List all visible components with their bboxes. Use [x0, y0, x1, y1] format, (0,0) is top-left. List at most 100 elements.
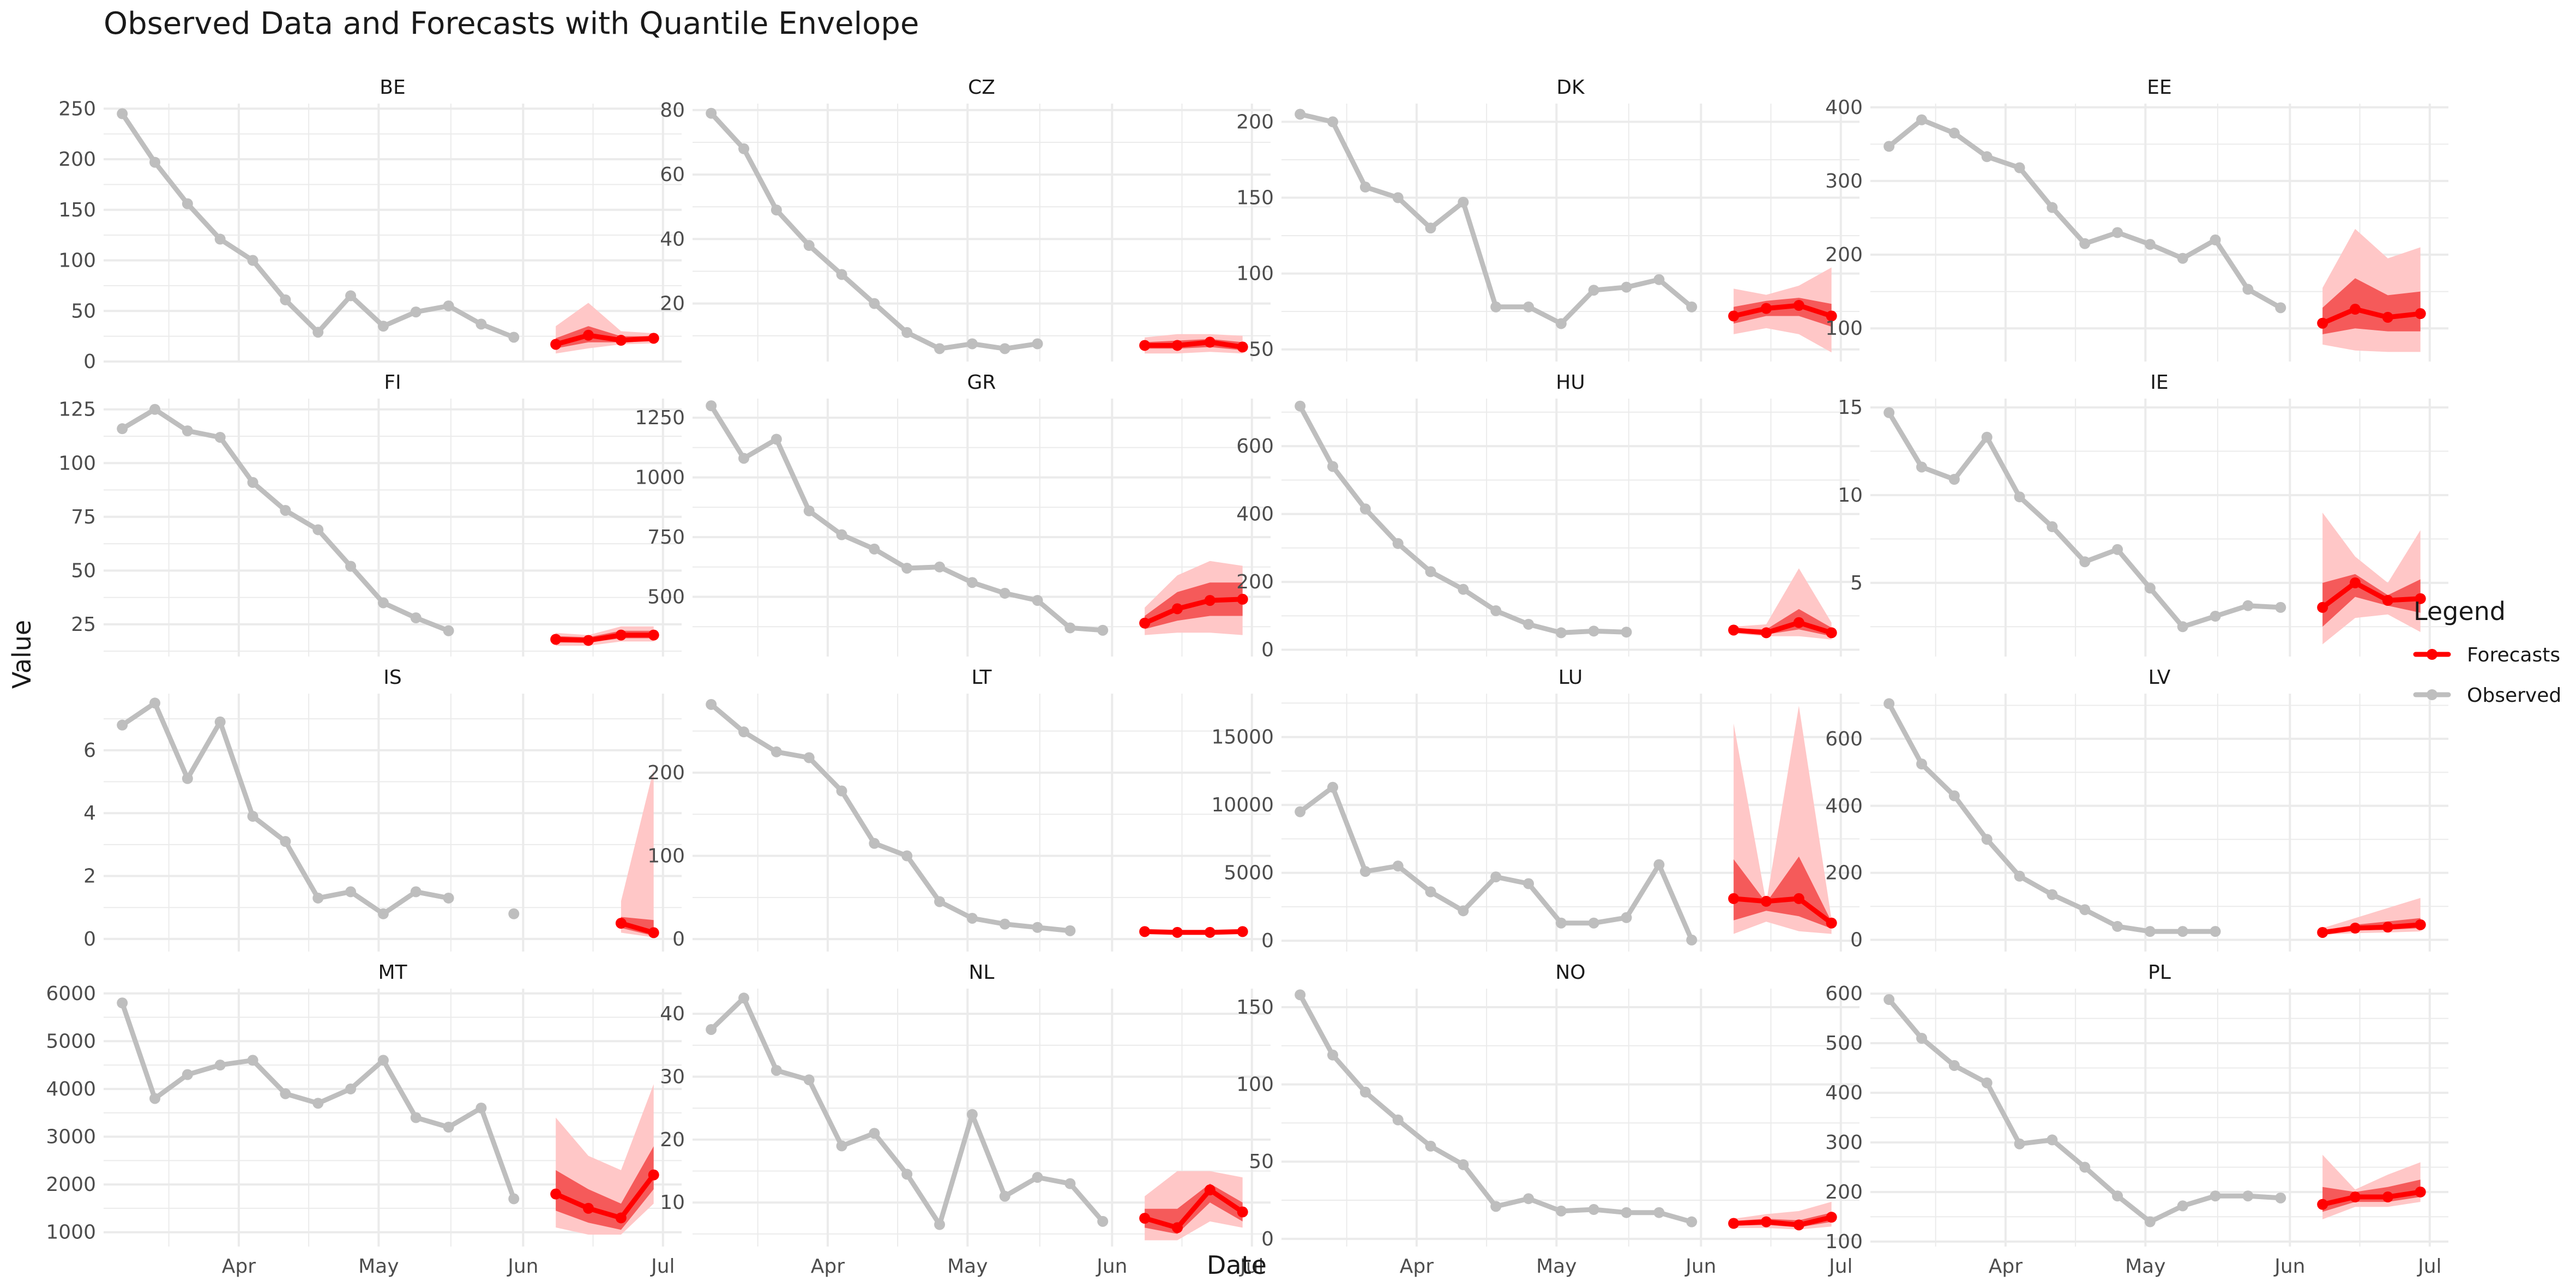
y-tick-label: 100	[1236, 263, 1274, 285]
observed-point	[1588, 917, 1599, 929]
y-tick-label: 5000	[46, 1030, 96, 1052]
forecast-point	[1793, 893, 1804, 904]
observed-point	[1948, 1060, 1960, 1071]
y-tick-label: 75	[71, 506, 96, 528]
facet-panels: BE050100150200250CZ20406080DK50100150200…	[46, 76, 2448, 1278]
observed-point	[443, 892, 454, 904]
observed-point	[345, 1083, 357, 1094]
y-tick-label: 150	[1236, 187, 1274, 209]
y-tick-label: 0	[1850, 929, 1863, 952]
observed-point	[312, 1098, 324, 1109]
observed-point	[1555, 318, 1567, 329]
forecast-point	[1728, 1218, 1740, 1229]
y-tick-label: 150	[1236, 996, 1274, 1019]
observed-point	[117, 423, 128, 435]
observed-point	[1458, 1159, 1469, 1170]
y-tick-label: 125	[58, 399, 96, 421]
forecast-inner-quantile-band	[1734, 298, 1832, 327]
observed-point	[1425, 1140, 1436, 1152]
forecast-point	[2415, 308, 2426, 320]
forecast-point	[2350, 1191, 2361, 1203]
observed-point	[1295, 989, 1306, 1001]
y-tick-label: 200	[1236, 111, 1274, 133]
observed-point	[1621, 1207, 1632, 1218]
y-tick-label: 600	[1825, 728, 1863, 750]
x-tick-label: Apr	[1989, 1255, 2023, 1278]
observed-point	[738, 992, 750, 1004]
observed-point	[2177, 1200, 2188, 1212]
observed-point	[869, 298, 880, 309]
observed-point	[771, 1064, 782, 1076]
observed-point	[1883, 407, 1895, 418]
y-tick-label: 0	[1261, 930, 1274, 952]
x-tick-label: Jul	[650, 1255, 675, 1278]
y-tick-label: 200	[58, 148, 96, 171]
observed-point	[377, 1055, 389, 1066]
observed-point	[2047, 1134, 2058, 1146]
observed-point	[869, 543, 880, 555]
y-tick-label: 200	[1825, 244, 1863, 266]
forecast-point	[615, 918, 627, 929]
observed-point	[1621, 627, 1632, 638]
forecast-point	[1204, 1184, 1215, 1196]
y-tick-label: 100	[647, 845, 685, 868]
observed-point	[1295, 109, 1306, 120]
y-tick-label: 4	[83, 802, 96, 824]
observed-point	[1588, 625, 1599, 637]
observed-point	[1392, 192, 1404, 203]
forecast-point	[1139, 617, 1151, 629]
y-tick-label: 200	[1236, 571, 1274, 593]
observed-point	[2210, 610, 2221, 622]
y-tick-label: 10	[1838, 484, 1863, 507]
observed-point	[214, 1060, 226, 1071]
observed-point	[377, 908, 389, 919]
forecast-point	[648, 927, 659, 938]
observed-point	[2014, 491, 2025, 503]
forecast-inner-quantile-band	[2322, 278, 2421, 334]
observed-point	[182, 425, 193, 437]
panel-strip-label: FI	[384, 371, 401, 394]
observed-line	[1297, 112, 1694, 326]
y-tick-label: 20	[660, 293, 685, 315]
observed-point	[1064, 622, 1076, 634]
observed-point	[1458, 196, 1469, 208]
forecast-line	[553, 333, 657, 347]
observed-point	[508, 908, 520, 919]
forecast-line	[553, 633, 657, 643]
panel-EE: EE 100 200 300 400	[1825, 76, 2448, 362]
observed-point	[247, 477, 258, 488]
observed-line	[119, 111, 516, 340]
panel-FI: FI 25 50 75 100 125	[58, 371, 682, 657]
panel-strip-label: MT	[378, 961, 407, 984]
observed-line	[708, 111, 1040, 351]
observed-point	[2242, 600, 2254, 611]
observed-point	[508, 332, 520, 343]
observed-point	[2177, 252, 2188, 264]
observed-point	[1555, 1205, 1567, 1217]
y-tick-label: 15	[1838, 396, 1863, 419]
observed-point	[1686, 301, 1698, 312]
observed-point	[1490, 301, 1502, 312]
forecast-line	[1142, 1187, 1245, 1230]
y-tick-label: 100	[58, 452, 96, 474]
forecast-point	[615, 629, 627, 641]
y-tick-label: 15000	[1211, 726, 1274, 749]
observed-line	[1886, 997, 2283, 1224]
observed-point	[1523, 1193, 1534, 1205]
observed-point	[966, 1109, 978, 1120]
y-tick-label: 1000	[46, 1221, 96, 1244]
forecast-point	[550, 1188, 562, 1200]
observed-point	[2079, 904, 2091, 916]
y-tick-label: 50	[1249, 1151, 1274, 1173]
y-tick-label: 50	[71, 559, 96, 582]
observed-point	[2047, 521, 2058, 532]
forecast-line	[618, 920, 657, 935]
y-tick-label: 500	[647, 586, 685, 609]
forecast-point	[550, 634, 562, 645]
y-tick-label: 250	[58, 98, 96, 120]
observed-point	[966, 912, 978, 924]
observed-point	[280, 294, 291, 305]
panel-HU: HU 0 200 400 600	[1236, 371, 1859, 661]
forecast-line	[2320, 580, 2423, 610]
panel-strip-label: CZ	[968, 76, 995, 99]
